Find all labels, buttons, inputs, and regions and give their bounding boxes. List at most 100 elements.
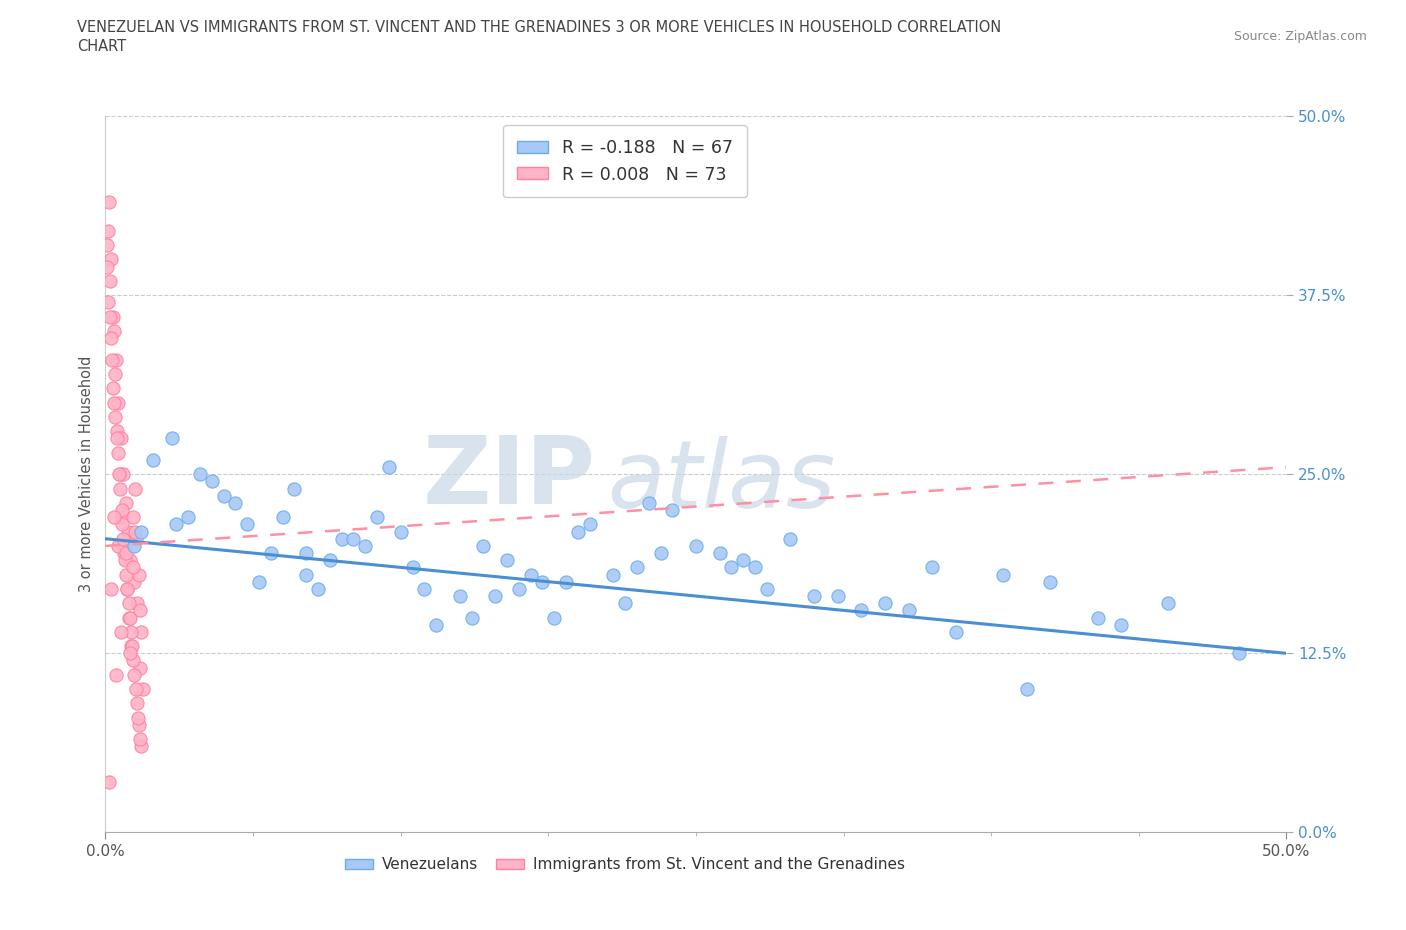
Point xyxy=(117,596,139,611)
Point xyxy=(122,653,145,668)
Point xyxy=(128,718,150,733)
Point xyxy=(330,531,353,546)
Point xyxy=(105,352,128,367)
Point xyxy=(96,238,118,253)
Point xyxy=(110,624,132,639)
Point xyxy=(129,525,152,539)
Point xyxy=(125,696,148,711)
Point xyxy=(98,273,121,288)
Point xyxy=(121,510,143,525)
Point xyxy=(319,552,342,567)
Point xyxy=(122,538,145,553)
Point xyxy=(98,194,121,209)
Point xyxy=(709,546,731,561)
Point xyxy=(114,552,136,567)
Point xyxy=(107,538,129,553)
Point xyxy=(120,646,142,661)
Point xyxy=(401,560,423,575)
Point xyxy=(97,223,120,238)
Point xyxy=(1087,610,1109,625)
Point xyxy=(354,538,377,553)
Point xyxy=(508,581,530,596)
Point xyxy=(803,589,825,604)
Point xyxy=(125,682,148,697)
Point xyxy=(160,432,183,446)
Text: ZIP: ZIP xyxy=(423,432,596,524)
Point xyxy=(991,567,1014,582)
Point xyxy=(425,618,447,632)
Point xyxy=(114,546,136,561)
Point xyxy=(366,510,388,525)
Point xyxy=(1015,682,1038,697)
Y-axis label: 3 or more Vehicles in Household: 3 or more Vehicles in Household xyxy=(79,356,94,592)
Point xyxy=(212,488,235,503)
Point xyxy=(105,432,128,446)
Point xyxy=(567,525,589,539)
Point xyxy=(120,552,142,567)
Point xyxy=(260,546,283,561)
Point xyxy=(897,603,920,618)
Point xyxy=(921,560,943,575)
Point xyxy=(1109,618,1132,632)
Point xyxy=(107,445,129,460)
Text: VENEZUELAN VS IMMIGRANTS FROM ST. VINCENT AND THE GRENADINES 3 OR MORE VEHICLES : VENEZUELAN VS IMMIGRANTS FROM ST. VINCEN… xyxy=(77,20,1001,35)
Point xyxy=(129,624,152,639)
Point xyxy=(555,575,578,590)
Point xyxy=(626,560,648,575)
Point xyxy=(117,525,139,539)
Point xyxy=(127,711,149,725)
Point xyxy=(460,610,482,625)
Point xyxy=(128,567,150,582)
Point xyxy=(108,481,131,496)
Point xyxy=(112,546,135,561)
Point xyxy=(177,510,200,525)
Point xyxy=(578,517,600,532)
Point xyxy=(188,467,211,482)
Point xyxy=(98,310,121,325)
Point xyxy=(602,567,624,582)
Point xyxy=(224,496,246,511)
Point xyxy=(118,610,141,625)
Point xyxy=(121,639,143,654)
Point xyxy=(124,481,146,496)
Point xyxy=(519,567,541,582)
Point xyxy=(496,552,519,567)
Text: CHART: CHART xyxy=(77,39,127,54)
Point xyxy=(124,525,146,539)
Point xyxy=(733,552,755,567)
Point xyxy=(283,481,305,496)
Point xyxy=(114,496,136,511)
Point xyxy=(685,538,707,553)
Text: atlas: atlas xyxy=(607,436,835,527)
Point xyxy=(104,366,127,381)
Point xyxy=(105,424,128,439)
Point xyxy=(472,538,495,553)
Point xyxy=(131,739,153,754)
Point xyxy=(103,324,125,339)
Point xyxy=(247,575,270,590)
Point xyxy=(132,682,155,697)
Point xyxy=(105,668,128,683)
Point xyxy=(873,596,896,611)
Point xyxy=(827,589,849,604)
Point xyxy=(107,395,129,410)
Point xyxy=(755,581,778,596)
Point xyxy=(413,581,436,596)
Point xyxy=(118,610,141,625)
Point xyxy=(112,538,135,553)
Point xyxy=(103,395,125,410)
Point xyxy=(779,531,801,546)
Point xyxy=(122,575,145,590)
Point xyxy=(342,531,364,546)
Point xyxy=(531,575,554,590)
Point xyxy=(637,496,659,511)
Point xyxy=(165,517,187,532)
Point xyxy=(295,546,318,561)
Point xyxy=(110,432,132,446)
Point xyxy=(100,252,122,267)
Point xyxy=(389,525,412,539)
Point xyxy=(125,531,148,546)
Point xyxy=(96,259,118,274)
Point xyxy=(128,660,150,675)
Point xyxy=(236,517,259,532)
